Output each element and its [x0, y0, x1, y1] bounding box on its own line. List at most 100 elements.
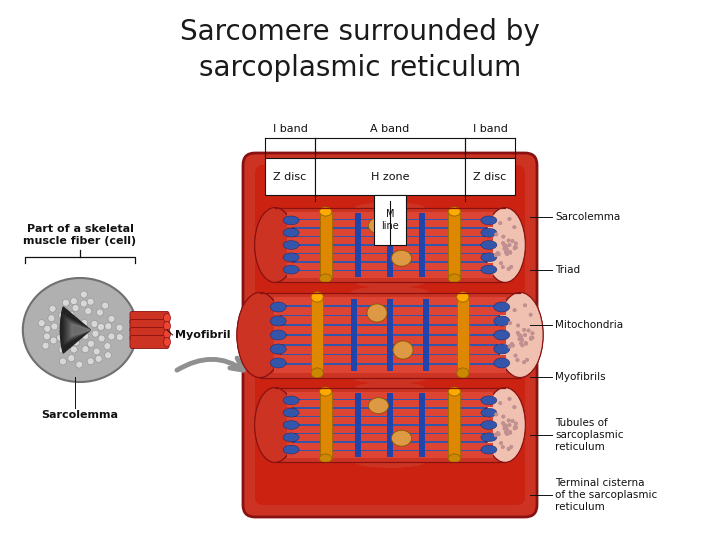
- Circle shape: [521, 339, 523, 341]
- FancyBboxPatch shape: [320, 392, 332, 458]
- Circle shape: [510, 446, 513, 448]
- Circle shape: [508, 346, 510, 348]
- Circle shape: [82, 346, 89, 353]
- Circle shape: [509, 345, 511, 347]
- Ellipse shape: [481, 253, 497, 262]
- FancyBboxPatch shape: [287, 246, 492, 253]
- Ellipse shape: [356, 457, 425, 468]
- Ellipse shape: [283, 228, 299, 237]
- Circle shape: [43, 333, 50, 340]
- Polygon shape: [62, 312, 91, 348]
- Circle shape: [515, 422, 517, 425]
- Ellipse shape: [283, 253, 299, 262]
- Ellipse shape: [283, 446, 299, 454]
- Circle shape: [505, 426, 507, 428]
- FancyBboxPatch shape: [387, 299, 393, 371]
- Circle shape: [502, 266, 504, 268]
- Circle shape: [499, 222, 501, 224]
- Text: Myofibrils: Myofibrils: [555, 372, 606, 382]
- Circle shape: [502, 242, 504, 244]
- FancyBboxPatch shape: [287, 237, 492, 244]
- FancyBboxPatch shape: [387, 213, 393, 276]
- Ellipse shape: [497, 293, 543, 377]
- Ellipse shape: [283, 216, 299, 225]
- Circle shape: [497, 431, 499, 434]
- FancyBboxPatch shape: [287, 409, 492, 416]
- Circle shape: [509, 431, 511, 434]
- Ellipse shape: [456, 292, 469, 302]
- Circle shape: [497, 252, 499, 254]
- Ellipse shape: [494, 344, 510, 354]
- FancyBboxPatch shape: [387, 299, 393, 371]
- Circle shape: [104, 352, 112, 359]
- Circle shape: [523, 329, 526, 331]
- FancyBboxPatch shape: [287, 426, 492, 433]
- FancyBboxPatch shape: [423, 299, 429, 371]
- Circle shape: [500, 442, 503, 444]
- Ellipse shape: [270, 302, 287, 312]
- Circle shape: [515, 426, 517, 429]
- FancyBboxPatch shape: [311, 297, 323, 373]
- Circle shape: [509, 431, 511, 433]
- Circle shape: [513, 426, 516, 429]
- Circle shape: [495, 254, 497, 256]
- Circle shape: [518, 334, 521, 336]
- Circle shape: [505, 248, 508, 251]
- FancyBboxPatch shape: [287, 417, 492, 424]
- FancyBboxPatch shape: [423, 299, 429, 371]
- Circle shape: [503, 247, 505, 250]
- FancyBboxPatch shape: [275, 207, 505, 282]
- Ellipse shape: [320, 207, 332, 216]
- Ellipse shape: [163, 321, 171, 330]
- Circle shape: [60, 358, 66, 365]
- FancyBboxPatch shape: [285, 393, 495, 457]
- Circle shape: [500, 442, 503, 444]
- FancyBboxPatch shape: [320, 212, 332, 279]
- Circle shape: [59, 346, 66, 353]
- FancyBboxPatch shape: [355, 393, 361, 457]
- Ellipse shape: [23, 278, 138, 382]
- FancyBboxPatch shape: [274, 326, 506, 334]
- Circle shape: [505, 253, 508, 255]
- Circle shape: [91, 320, 98, 327]
- Ellipse shape: [485, 388, 526, 462]
- Ellipse shape: [255, 207, 295, 282]
- Ellipse shape: [237, 293, 283, 377]
- Ellipse shape: [320, 274, 332, 283]
- Circle shape: [495, 433, 498, 436]
- Ellipse shape: [320, 387, 332, 396]
- Circle shape: [515, 422, 517, 425]
- Ellipse shape: [392, 430, 412, 446]
- FancyBboxPatch shape: [287, 212, 492, 219]
- Circle shape: [503, 247, 505, 250]
- Ellipse shape: [367, 304, 387, 322]
- Circle shape: [499, 402, 501, 404]
- Ellipse shape: [283, 265, 299, 274]
- Circle shape: [519, 334, 522, 337]
- Ellipse shape: [481, 228, 497, 237]
- Ellipse shape: [481, 421, 497, 429]
- Circle shape: [508, 244, 510, 246]
- Circle shape: [531, 336, 534, 339]
- Circle shape: [495, 413, 498, 416]
- Ellipse shape: [393, 341, 413, 359]
- Circle shape: [495, 233, 498, 235]
- Text: Terminal cisterna
of the sarcoplasmic
reticulum: Terminal cisterna of the sarcoplasmic re…: [555, 477, 657, 512]
- Circle shape: [504, 245, 507, 247]
- Ellipse shape: [356, 277, 425, 288]
- Ellipse shape: [351, 287, 429, 299]
- Polygon shape: [71, 323, 91, 337]
- FancyBboxPatch shape: [449, 212, 460, 279]
- Circle shape: [495, 433, 498, 436]
- FancyBboxPatch shape: [285, 213, 495, 276]
- Circle shape: [67, 311, 74, 318]
- Circle shape: [508, 448, 510, 450]
- Ellipse shape: [320, 387, 332, 396]
- Ellipse shape: [283, 216, 299, 225]
- Circle shape: [503, 424, 505, 426]
- FancyBboxPatch shape: [285, 393, 495, 457]
- FancyBboxPatch shape: [287, 409, 492, 416]
- Ellipse shape: [494, 358, 510, 368]
- Circle shape: [108, 333, 115, 340]
- FancyBboxPatch shape: [287, 434, 492, 441]
